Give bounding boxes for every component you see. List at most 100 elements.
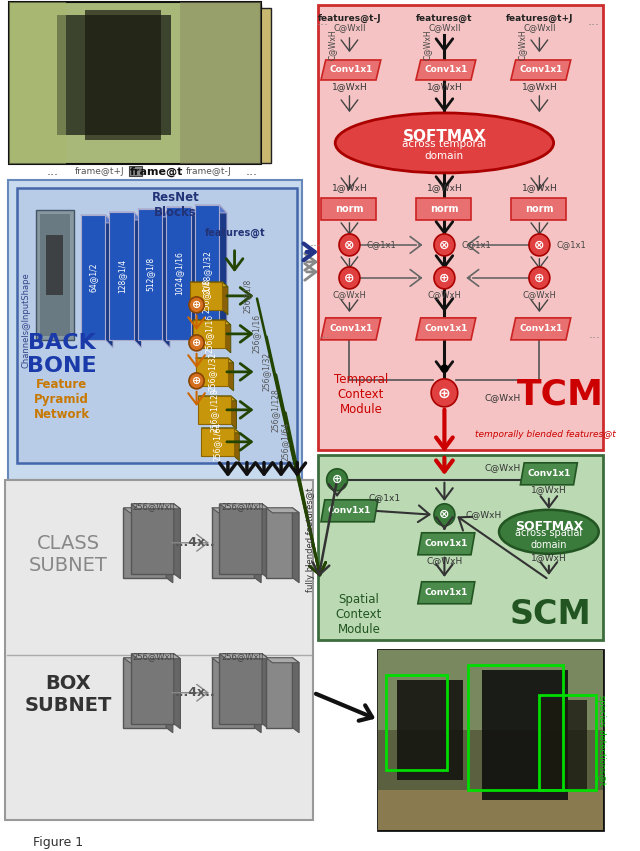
Bar: [81, 215, 106, 340]
Text: ...: ...: [319, 328, 331, 341]
Text: ...4x..: ...4x..: [174, 536, 215, 549]
Polygon shape: [134, 212, 141, 348]
Text: C@WxH: C@WxH: [428, 290, 461, 300]
Text: ⊕: ⊕: [344, 271, 355, 284]
Text: 256@1/8: 256@1/8: [243, 279, 252, 313]
Circle shape: [189, 373, 204, 389]
Text: ⊗: ⊗: [534, 238, 545, 251]
Text: frame@t-J: frame@t-J: [186, 168, 232, 176]
Text: 2048@1/32: 2048@1/32: [202, 250, 211, 294]
Circle shape: [434, 504, 455, 526]
Text: 1@WxH: 1@WxH: [522, 184, 557, 192]
Text: SOFTMAX: SOFTMAX: [515, 520, 583, 534]
Text: 1@WxH: 1@WxH: [531, 485, 567, 494]
Bar: [220, 654, 262, 723]
Polygon shape: [138, 208, 170, 217]
Polygon shape: [255, 508, 261, 583]
Bar: [198, 396, 231, 424]
Polygon shape: [220, 205, 227, 348]
Polygon shape: [321, 318, 381, 340]
Text: C@WxH: C@WxH: [518, 30, 527, 60]
Bar: [385, 675, 447, 769]
Bar: [86, 10, 161, 140]
Text: C@WxII: C@WxII: [333, 24, 365, 32]
Text: Conv1x1: Conv1x1: [424, 66, 468, 75]
Text: C@WxH: C@WxH: [484, 393, 520, 403]
Polygon shape: [193, 320, 231, 325]
Bar: [483, 670, 568, 800]
Polygon shape: [196, 358, 234, 363]
Text: Conv1x1: Conv1x1: [424, 540, 468, 548]
Bar: [45, 235, 63, 295]
Text: 4*A@WxH: 4*A@WxH: [276, 668, 285, 711]
Circle shape: [189, 297, 204, 313]
Polygon shape: [416, 318, 476, 340]
Bar: [416, 198, 471, 220]
Bar: [4, 480, 314, 820]
Text: across spatial
domain: across spatial domain: [515, 528, 582, 550]
Text: ⊕: ⊕: [438, 386, 451, 400]
Bar: [195, 205, 220, 340]
Bar: [378, 790, 603, 830]
Text: ...: ...: [588, 328, 600, 341]
Text: 1@WxH: 1@WxH: [426, 184, 462, 192]
Bar: [318, 454, 603, 640]
Polygon shape: [520, 463, 577, 485]
Polygon shape: [262, 654, 269, 728]
Text: frame@t: frame@t: [130, 167, 184, 177]
Bar: [196, 358, 228, 386]
Text: 256@1/32: 256@1/32: [261, 352, 270, 391]
Text: C@WxII: C@WxII: [523, 24, 556, 32]
Text: CLASS
SUBNET: CLASS SUBNET: [29, 534, 108, 575]
Bar: [193, 320, 225, 348]
Text: Figure 1: Figure 1: [33, 837, 83, 849]
Polygon shape: [292, 658, 299, 733]
Polygon shape: [262, 504, 269, 579]
Bar: [266, 508, 292, 578]
Polygon shape: [174, 654, 180, 728]
Bar: [36, 210, 74, 340]
Circle shape: [339, 267, 360, 288]
Text: ⊗: ⊗: [439, 238, 450, 251]
Text: species detections@t: species detections@t: [596, 694, 605, 785]
Polygon shape: [124, 658, 173, 663]
Bar: [109, 212, 134, 340]
Bar: [124, 508, 166, 578]
Bar: [202, 428, 234, 456]
Polygon shape: [106, 215, 113, 348]
Text: C@1x1: C@1x1: [556, 240, 586, 249]
Bar: [131, 504, 174, 574]
Ellipse shape: [335, 113, 554, 173]
Bar: [129, 166, 143, 176]
Bar: [318, 5, 603, 450]
Text: 256@1/64: 256@1/64: [280, 422, 289, 461]
Polygon shape: [228, 358, 234, 391]
Polygon shape: [220, 654, 269, 659]
Text: C@1x1: C@1x1: [461, 240, 492, 249]
Bar: [10, 2, 67, 164]
Polygon shape: [511, 60, 571, 80]
Bar: [124, 658, 166, 728]
Text: TCM: TCM: [516, 378, 604, 412]
Text: C@WxH: C@WxH: [522, 290, 556, 300]
Circle shape: [326, 469, 348, 491]
Text: 1@WxH: 1@WxH: [426, 83, 462, 91]
Polygon shape: [195, 205, 227, 213]
Text: features@t: features@t: [416, 14, 473, 23]
Text: ⊕: ⊕: [192, 338, 201, 348]
Text: Spatial
Context
Module: Spatial Context Module: [336, 593, 382, 637]
Bar: [212, 508, 255, 578]
Polygon shape: [511, 318, 571, 340]
Polygon shape: [225, 320, 231, 353]
Bar: [180, 2, 261, 164]
Bar: [19, 5, 261, 160]
Bar: [190, 282, 222, 310]
Bar: [378, 650, 603, 750]
Polygon shape: [416, 60, 476, 80]
Bar: [220, 504, 262, 574]
Bar: [131, 654, 174, 723]
Bar: [40, 214, 70, 336]
Text: Conv1x1: Conv1x1: [424, 588, 468, 597]
Text: norm: norm: [430, 204, 459, 214]
Ellipse shape: [499, 510, 599, 554]
